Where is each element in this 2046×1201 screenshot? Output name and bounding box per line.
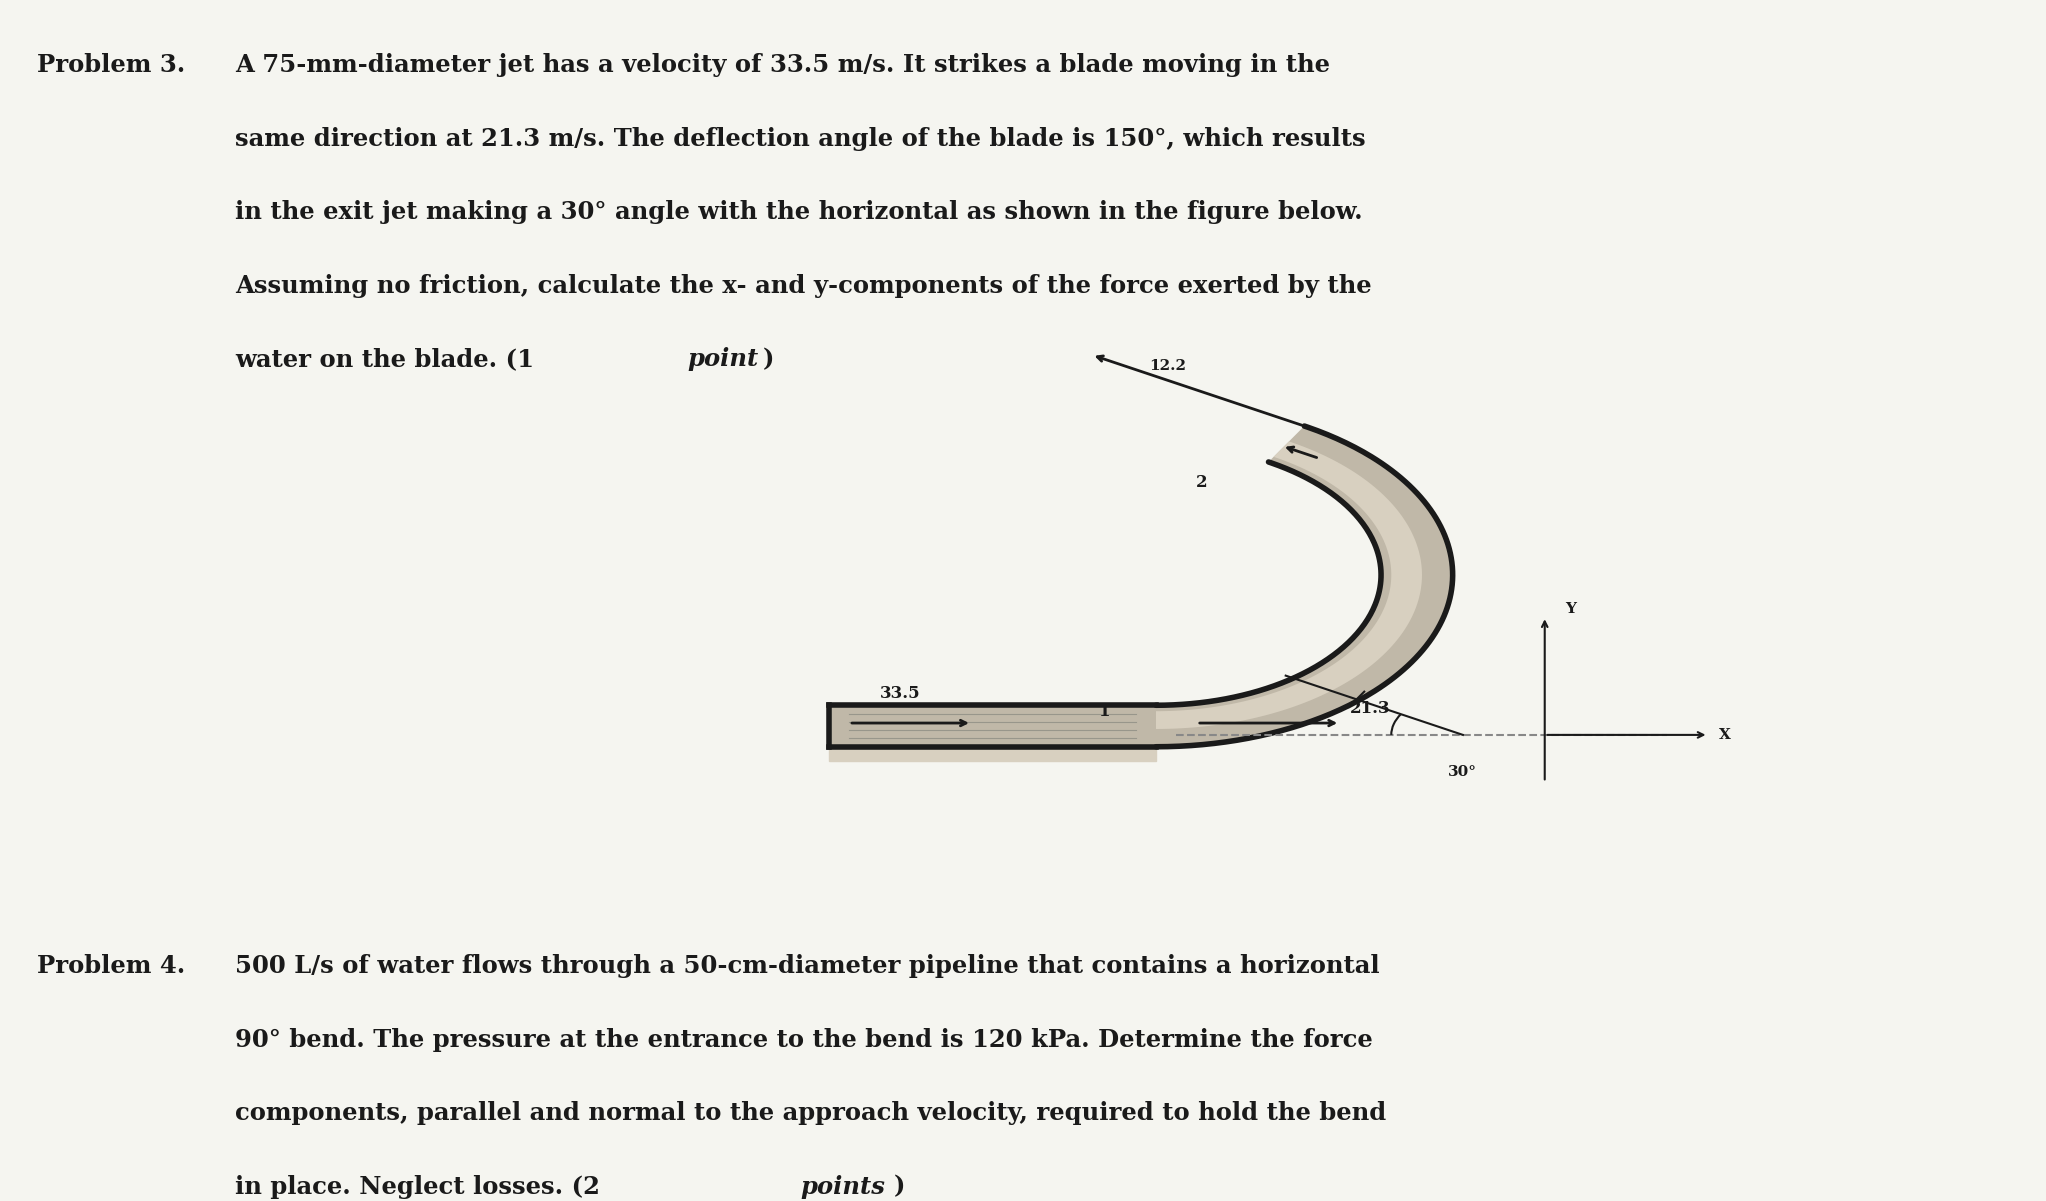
Text: point: point <box>687 347 759 371</box>
Text: Problem 3.: Problem 3. <box>37 53 184 77</box>
Text: in place. Neglect losses. (2: in place. Neglect losses. (2 <box>235 1175 614 1199</box>
Text: 12.2: 12.2 <box>1148 359 1187 372</box>
Text: ): ) <box>763 347 773 371</box>
Text: 500 L/s of water flows through a 50-cm-diameter pipeline that contains a horizon: 500 L/s of water flows through a 50-cm-d… <box>235 954 1379 978</box>
Polygon shape <box>829 747 1156 761</box>
Text: X: X <box>1719 728 1731 742</box>
Text: 30°: 30° <box>1449 765 1477 778</box>
Text: 1: 1 <box>1099 703 1111 719</box>
Text: Y: Y <box>1565 603 1575 616</box>
Text: 2: 2 <box>1197 473 1207 491</box>
Polygon shape <box>829 705 1156 747</box>
Text: points: points <box>800 1175 884 1199</box>
Text: Assuming no friction, calculate the x- and y-components of the force exerted by : Assuming no friction, calculate the x- a… <box>235 274 1373 298</box>
Text: same direction at 21.3 m/s. The deflection angle of the blade is 150°, which res: same direction at 21.3 m/s. The deflecti… <box>235 127 1367 151</box>
Text: 90° bend. The pressure at the entrance to the bend is 120 kPa. Determine the for: 90° bend. The pressure at the entrance t… <box>235 1028 1373 1052</box>
Text: A 75-mm-diameter jet has a velocity of 33.5 m/s. It strikes a blade moving in th: A 75-mm-diameter jet has a velocity of 3… <box>235 53 1330 77</box>
Text: 21.3: 21.3 <box>1350 700 1391 717</box>
PathPatch shape <box>1156 426 1453 747</box>
Text: Problem 4.: Problem 4. <box>37 954 184 978</box>
Text: components, parallel and normal to the approach velocity, required to hold the b: components, parallel and normal to the a… <box>235 1101 1387 1125</box>
Text: in the exit jet making a 30° angle with the horizontal as shown in the figure be: in the exit jet making a 30° angle with … <box>235 201 1363 225</box>
PathPatch shape <box>1156 442 1422 729</box>
Text: ): ) <box>894 1175 906 1199</box>
Text: 33.5: 33.5 <box>880 685 921 701</box>
Text: water on the blade. (1: water on the blade. (1 <box>235 347 548 371</box>
